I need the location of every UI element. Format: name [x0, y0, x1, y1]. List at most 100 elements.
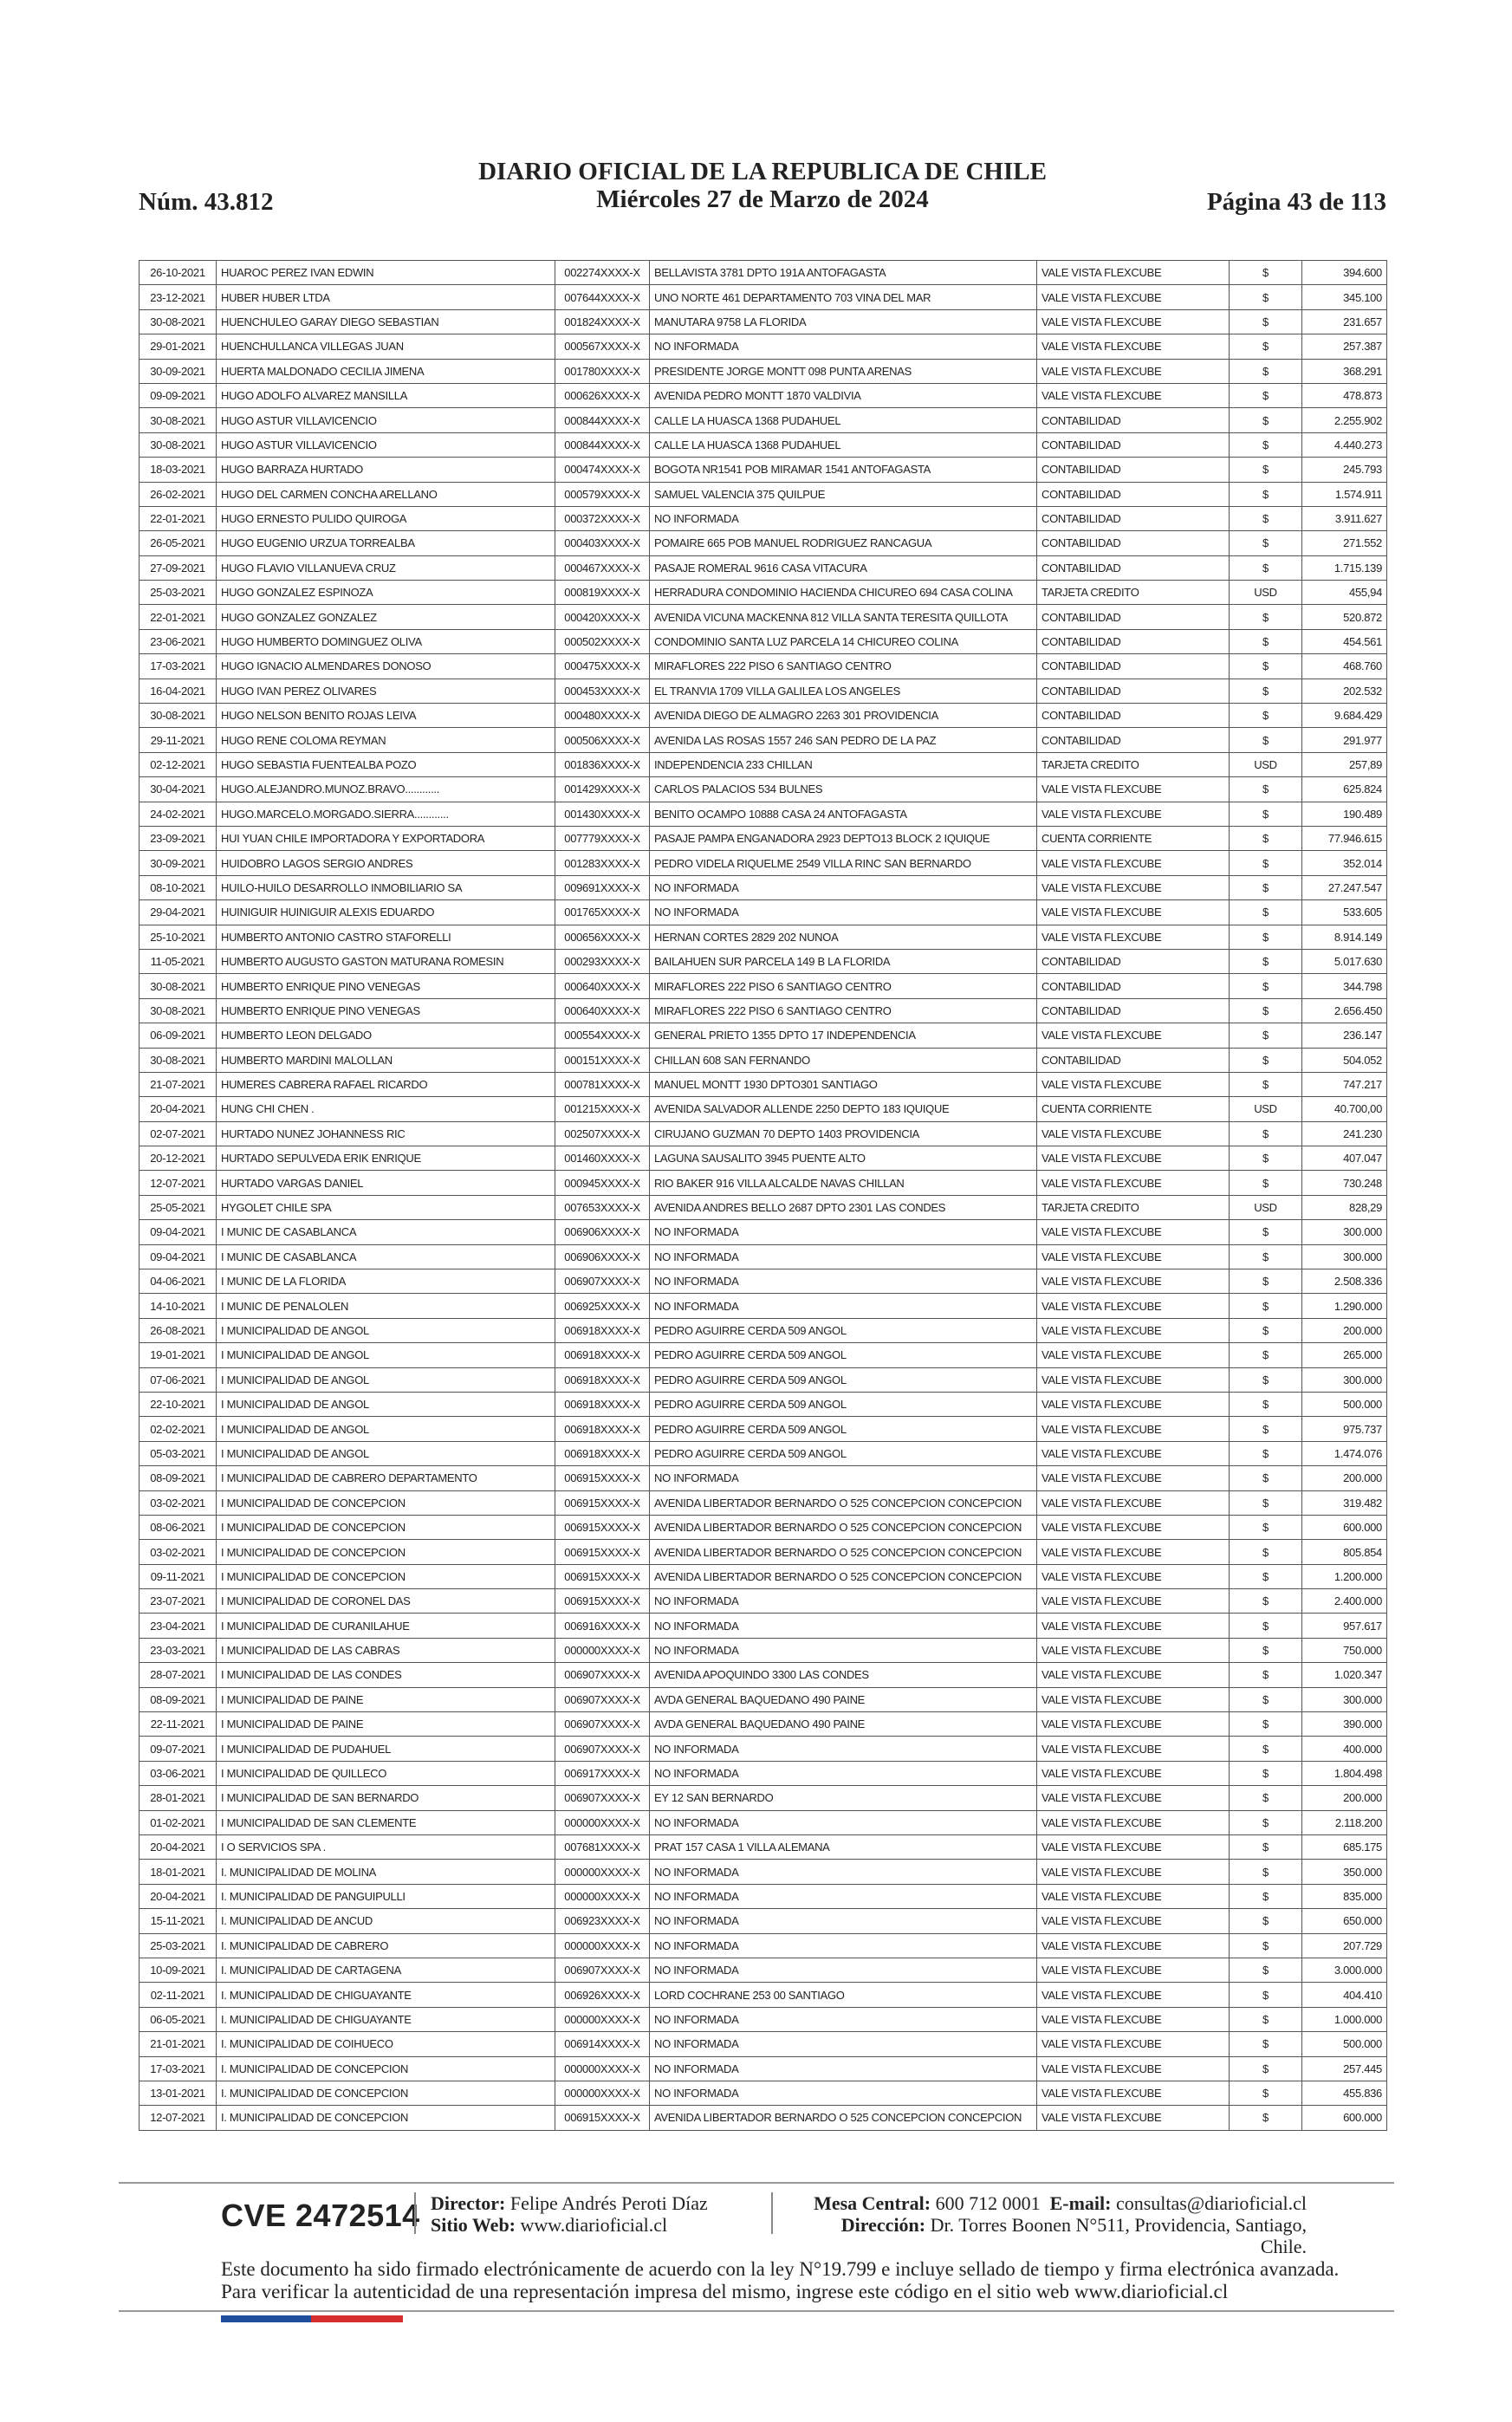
amount: 685.175 [1301, 1834, 1387, 1860]
table-row: 29-01-2021 HUENCHULLANCA VILLEGAS JUAN 000… [139, 334, 1387, 360]
currency: $ [1229, 899, 1302, 925]
table-row: 12-07-2021 HURTADO VARGAS DANIEL 000945XXX… [139, 1170, 1387, 1196]
currency: $ [1229, 1613, 1302, 1639]
name: I MUNIC DE PENALOLEN [216, 1293, 555, 1319]
currency: $ [1229, 727, 1302, 753]
date: 23-07-2021 [139, 1588, 217, 1614]
currency: $ [1229, 874, 1302, 901]
payment-type: VALE VISTA FLEXCUBE [1036, 1490, 1230, 1516]
name: I. MUNICIPALIDAD DE CONCEPCION [216, 2105, 555, 2131]
table-row: 18-01-2021 I. MUNICIPALIDAD DE MOLINA 0000… [139, 1859, 1387, 1885]
date: 28-07-2021 [139, 1662, 217, 1688]
rut: 001824XXXX-X [555, 308, 650, 335]
address: NO INFORMADA [649, 1957, 1037, 1984]
currency: $ [1229, 1146, 1302, 1172]
table-row: 30-08-2021 HUMBERTO ENRIQUE PINO VENEGAS 0… [139, 973, 1387, 999]
name: I MUNICIPALIDAD DE PAINE [216, 1686, 555, 1713]
amount: 3.000.000 [1301, 1957, 1387, 1984]
currency: $ [1229, 1785, 1302, 1811]
table-row: 15-11-2021 I. MUNICIPALIDAD DE ANCUD 00692… [139, 1908, 1387, 1934]
address: NO INFORMADA [649, 1269, 1037, 1295]
amount: 500.000 [1301, 2031, 1387, 2057]
amount: 257.445 [1301, 2055, 1387, 2081]
rut: 000579XXXX-X [555, 481, 650, 507]
date: 11-05-2021 [139, 948, 217, 975]
rut: 000453XXXX-X [555, 678, 650, 705]
name: HUBER HUBER LTDA [216, 284, 555, 310]
currency: $ [1229, 358, 1302, 384]
amount: 520.872 [1301, 604, 1387, 630]
address: AVENIDA ANDRES BELLO 2687 DPTO 2301 LAS … [649, 1194, 1037, 1221]
rut: 006918XXXX-X [555, 1416, 650, 1442]
currency: $ [1229, 2105, 1302, 2131]
table-row: 30-09-2021 HUERTA MALDONADO CECILIA JIMEN… [139, 358, 1387, 384]
table-row: 13-01-2021 I. MUNICIPALIDAD DE CONCEPCION… [139, 2080, 1387, 2107]
amount: 350.000 [1301, 1859, 1387, 1885]
address: BAILAHUEN SUR PARCELA 149 B LA FLORIDA [649, 948, 1037, 975]
currency: $ [1229, 1637, 1302, 1664]
payment-type: TARJETA CREDITO [1036, 580, 1230, 606]
address: NO INFORMADA [649, 2006, 1037, 2033]
address: AVDA GENERAL BAQUEDANO 490 PAINE [649, 1686, 1037, 1713]
date: 03-02-2021 [139, 1539, 217, 1565]
amount: 2.656.450 [1301, 997, 1387, 1024]
table-row: 21-07-2021 HUMERES CABRERA RAFAEL RICARDO… [139, 1071, 1387, 1098]
rut: 006914XXXX-X [555, 2031, 650, 2057]
rut: 006926XXXX-X [555, 1982, 650, 2008]
address: NO INFORMADA [649, 1932, 1037, 1958]
currency: $ [1229, 1809, 1302, 1836]
currency: $ [1229, 432, 1302, 458]
table-row: 02-11-2021 I. MUNICIPALIDAD DE CHIGUAYANT… [139, 1982, 1387, 2008]
table-row: 30-08-2021 HUGO ASTUR VILLAVICENCIO 000844… [139, 407, 1387, 433]
date: 25-03-2021 [139, 1932, 217, 1958]
date: 08-10-2021 [139, 874, 217, 901]
currency: $ [1229, 1269, 1302, 1295]
name: I MUNICIPALIDAD DE LAS CABRAS [216, 1637, 555, 1664]
table-row: 18-03-2021 HUGO BARRAZA HURTADO 000474XXXX… [139, 457, 1387, 483]
currency: $ [1229, 1293, 1302, 1319]
amount: 1.020.347 [1301, 1662, 1387, 1688]
amount: 5.017.630 [1301, 948, 1387, 975]
address: HERNAN CORTES 2829 202 NUNOA [649, 924, 1037, 950]
amount: 1.200.000 [1301, 1563, 1387, 1590]
address: AVENIDA APOQUINDO 3300 LAS CONDES [649, 1662, 1037, 1688]
payment-type: CONTABILIDAD [1036, 727, 1230, 753]
payment-type: VALE VISTA FLEXCUBE [1036, 1760, 1230, 1787]
currency: $ [1229, 1243, 1302, 1270]
payment-type: VALE VISTA FLEXCUBE [1036, 1120, 1230, 1147]
currency: $ [1229, 1047, 1302, 1073]
rut: 000000XXXX-X [555, 1637, 650, 1664]
date: 06-09-2021 [139, 1023, 217, 1049]
name: HUGO RENE COLOMA REYMAN [216, 727, 555, 753]
table-row: 23-03-2021 I MUNICIPALIDAD DE LAS CABRAS 0… [139, 1637, 1387, 1664]
address: AVENIDA SALVADOR ALLENDE 2250 DEPTO 183 … [649, 1096, 1037, 1122]
currency: $ [1229, 1120, 1302, 1147]
table-row: 03-06-2021 I MUNICIPALIDAD DE QUILLECO 006… [139, 1760, 1387, 1787]
payment-type: VALE VISTA FLEXCUBE [1036, 1736, 1230, 1762]
rut: 001836XXXX-X [555, 751, 650, 778]
date: 10-09-2021 [139, 1957, 217, 1984]
address: CIRUJANO GUZMAN 70 DEPTO 1403 PROVIDENCI… [649, 1120, 1037, 1147]
rut: 006917XXXX-X [555, 1760, 650, 1787]
address: BELLAVISTA 3781 DPTO 191A ANTOFAGASTA [649, 259, 1037, 286]
date: 13-01-2021 [139, 2080, 217, 2107]
rut: 001283XXXX-X [555, 850, 650, 876]
payment-type: CONTABILIDAD [1036, 407, 1230, 433]
currency: $ [1229, 678, 1302, 705]
table-row: 23-12-2021 HUBER HUBER LTDA 007644XXXX-X UN… [139, 284, 1387, 310]
rut: 007681XXXX-X [555, 1834, 650, 1860]
currency: $ [1229, 334, 1302, 360]
currency: $ [1229, 703, 1302, 729]
amount: 650.000 [1301, 1908, 1387, 1934]
footer-rule [119, 2310, 1394, 2312]
payment-type: CONTABILIDAD [1036, 481, 1230, 507]
currency: $ [1229, 653, 1302, 679]
address: MIRAFLORES 222 PISO 6 SANTIAGO CENTRO [649, 653, 1037, 679]
currency: $ [1229, 259, 1302, 286]
table-row: 23-07-2021 I MUNICIPALIDAD DE CORONEL DAS… [139, 1588, 1387, 1614]
date: 02-12-2021 [139, 751, 217, 778]
date: 09-04-2021 [139, 1219, 217, 1245]
currency: $ [1229, 825, 1302, 852]
name: I MUNICIPALIDAD DE CONCEPCION [216, 1539, 555, 1565]
payment-type: CONTABILIDAD [1036, 678, 1230, 705]
